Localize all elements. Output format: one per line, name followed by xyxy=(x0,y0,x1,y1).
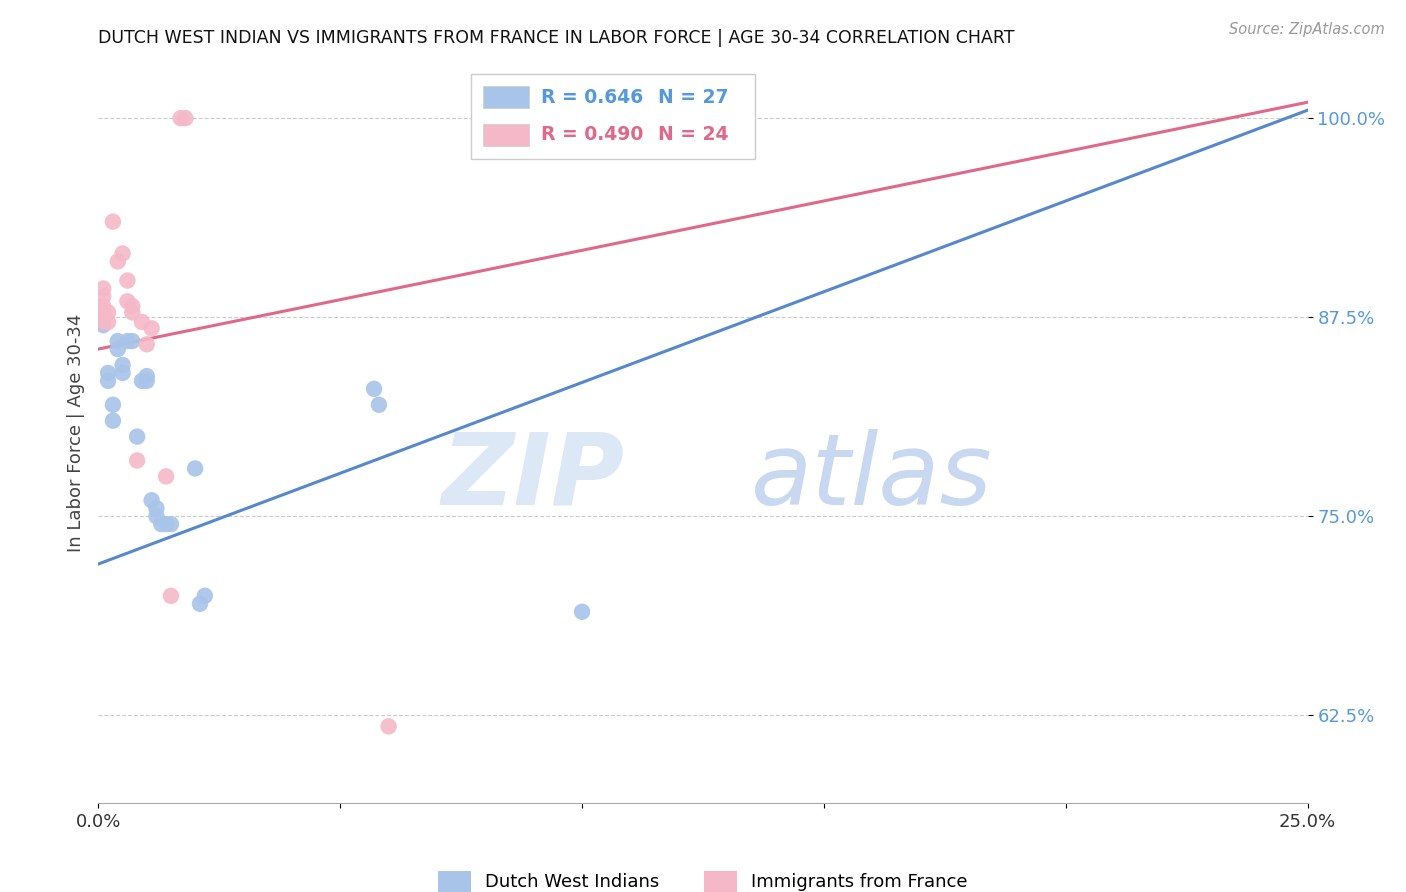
FancyBboxPatch shape xyxy=(482,87,529,108)
Text: ZIP: ZIP xyxy=(441,428,624,525)
Point xyxy=(111,246,134,260)
Point xyxy=(194,589,217,603)
Point xyxy=(141,493,163,508)
Text: Source: ZipAtlas.com: Source: ZipAtlas.com xyxy=(1229,22,1385,37)
Point xyxy=(101,214,124,228)
Text: N = 27: N = 27 xyxy=(658,87,728,107)
Point xyxy=(571,605,593,619)
Point xyxy=(121,334,143,348)
Point xyxy=(169,111,191,125)
Point xyxy=(155,469,177,483)
Point xyxy=(141,321,163,335)
Point xyxy=(135,337,157,351)
Text: atlas: atlas xyxy=(751,428,993,525)
Point xyxy=(127,429,149,443)
Text: N = 24: N = 24 xyxy=(658,126,728,145)
Point xyxy=(131,315,153,329)
Point xyxy=(91,318,114,333)
Point xyxy=(160,589,183,603)
Text: R = 0.646: R = 0.646 xyxy=(541,87,643,107)
Point xyxy=(97,374,120,388)
Point xyxy=(117,334,139,348)
Point xyxy=(377,719,399,733)
Point xyxy=(101,398,124,412)
Point xyxy=(145,509,167,524)
Point xyxy=(91,305,114,319)
FancyBboxPatch shape xyxy=(471,73,755,159)
Point xyxy=(121,305,143,319)
Point xyxy=(97,305,120,319)
Point xyxy=(101,414,124,428)
Point xyxy=(97,366,120,380)
Point xyxy=(174,111,197,125)
FancyBboxPatch shape xyxy=(482,124,529,146)
Text: R = 0.490: R = 0.490 xyxy=(541,126,644,145)
Point xyxy=(107,342,129,356)
Point xyxy=(117,274,139,288)
Point xyxy=(155,517,177,532)
Point xyxy=(160,517,183,532)
Point xyxy=(91,299,114,313)
Point xyxy=(184,461,207,475)
Point xyxy=(117,294,139,309)
Point xyxy=(150,517,173,532)
Point xyxy=(188,597,211,611)
Point xyxy=(111,358,134,372)
Text: DUTCH WEST INDIAN VS IMMIGRANTS FROM FRANCE IN LABOR FORCE | AGE 30-34 CORRELATI: DUTCH WEST INDIAN VS IMMIGRANTS FROM FRA… xyxy=(98,29,1015,47)
Point xyxy=(145,501,167,516)
Point xyxy=(107,254,129,268)
Point xyxy=(91,281,114,295)
Point xyxy=(363,382,385,396)
Legend: Dutch West Indians, Immigrants from France: Dutch West Indians, Immigrants from Fran… xyxy=(430,863,976,892)
Y-axis label: In Labor Force | Age 30-34: In Labor Force | Age 30-34 xyxy=(66,313,84,552)
Point xyxy=(107,334,129,348)
Point xyxy=(91,289,114,303)
Point xyxy=(135,374,157,388)
Point xyxy=(368,398,391,412)
Point xyxy=(127,453,149,467)
Point xyxy=(87,302,110,317)
Point xyxy=(131,374,153,388)
Point xyxy=(135,369,157,384)
Point xyxy=(111,366,134,380)
Point xyxy=(91,315,114,329)
Point xyxy=(97,315,120,329)
Point xyxy=(121,299,143,313)
